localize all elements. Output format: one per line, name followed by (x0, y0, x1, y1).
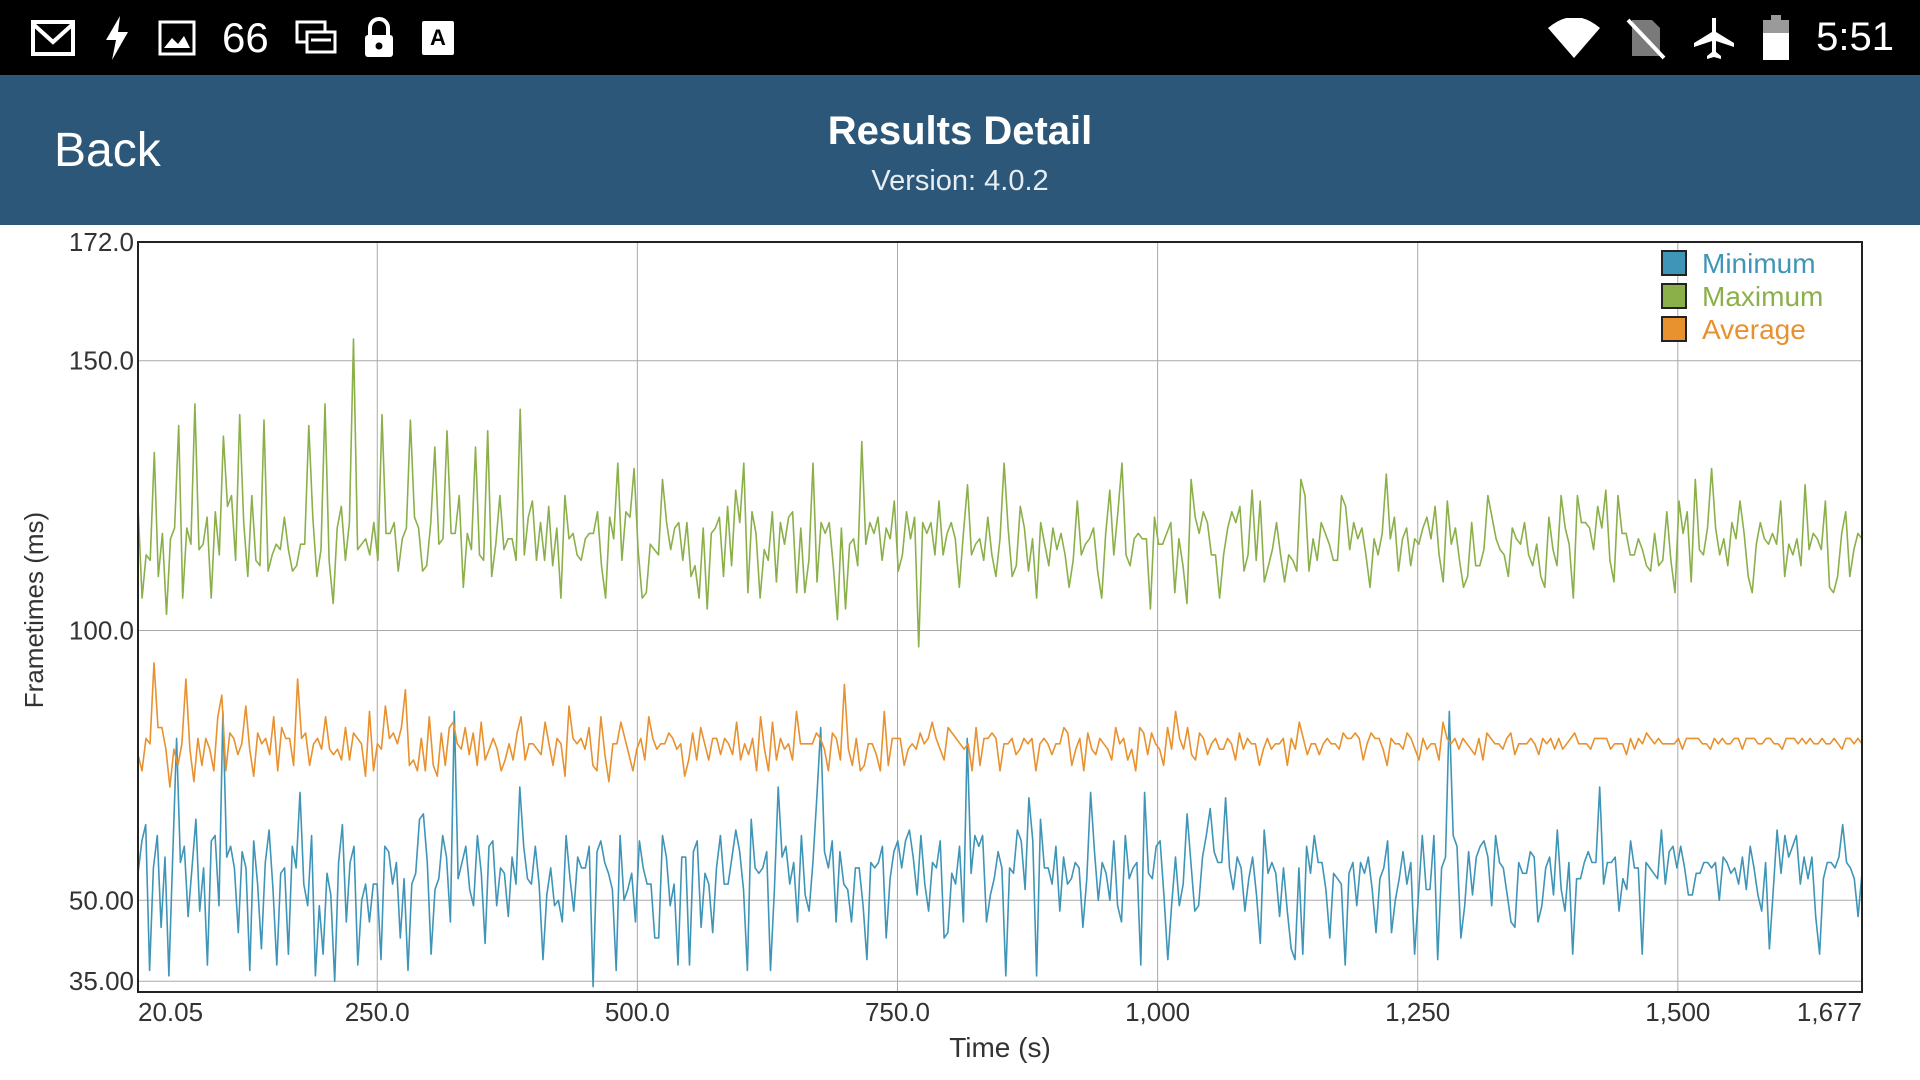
version-label: Version: 4.0.2 (871, 165, 1049, 197)
frametimes-chart: 172.0 150.0 100.0 50.00 35.00 20.05 250.0 500.… (19, 227, 1863, 1063)
plot-frame (137, 241, 1863, 993)
gmail-icon (31, 19, 75, 56)
legend-swatch-maximum (1661, 283, 1687, 309)
back-button[interactable]: Back (54, 123, 161, 177)
wifi-icon (1548, 17, 1601, 58)
status-bar: 66 A 5:51 (0, 0, 1920, 75)
y-tick-labels: 172.0 150.0 100.0 50.00 35.00 (69, 227, 134, 996)
battery-icon (1763, 14, 1790, 60)
status-right-icons: 5:51 (1548, 0, 1894, 75)
x-tick-label: 1,677 (1797, 997, 1862, 1027)
x-axis-label: Time (s) (949, 1032, 1051, 1063)
lock-icon (364, 16, 393, 57)
y-axis-label: Frametimes (ms) (19, 512, 49, 708)
y-tick-label: 172.0 (69, 227, 134, 257)
y-tick-label: 35.00 (69, 966, 134, 996)
x-tick-label: 20.05 (138, 997, 203, 1027)
cards-icon (295, 20, 337, 53)
no-sim-icon (1626, 18, 1666, 59)
series-line-maximum (137, 338, 1863, 648)
x-tick-labels: 20.05 250.0 500.0 750.0 1,000 1,250 1,500 1,677 (138, 997, 1862, 1027)
svg-text:A: A (430, 25, 446, 50)
page-title: Results Detail (827, 109, 1093, 153)
x-tick-label: 1,000 (1125, 997, 1190, 1027)
x-tick-label: 250.0 (345, 997, 410, 1027)
status-time: 5:51 (1816, 15, 1894, 59)
x-tick-label: 1,250 (1385, 997, 1450, 1027)
legend-label-minimum: Minimum (1702, 248, 1816, 279)
y-tick-label: 50.00 (69, 885, 134, 915)
y-tick-label: 150.0 (69, 346, 134, 376)
y-tick-label: 100.0 (69, 615, 134, 645)
notification-count: 66 (222, 13, 269, 61)
keyboard-a-icon: A (421, 20, 454, 55)
x-tick-label: 500.0 (605, 997, 670, 1027)
legend-label-maximum: Maximum (1702, 281, 1823, 312)
app-bar: Back Results Detail Version: 4.0.2 (0, 75, 1920, 225)
x-tick-label: 750.0 (865, 997, 930, 1027)
x-tick-label: 1,500 (1645, 997, 1710, 1027)
legend-swatch-average (1661, 316, 1687, 342)
airplane-icon (1694, 17, 1735, 59)
legend-label-average: Average (1702, 314, 1806, 345)
series-line-average (137, 662, 1863, 788)
legend-swatch-minimum (1661, 250, 1687, 276)
series-line-minimum (137, 710, 1863, 988)
image-icon (158, 20, 196, 55)
chart-series-lines (137, 338, 1863, 988)
lightning-icon (106, 15, 128, 60)
status-left-icons: 66 A (30, 0, 455, 75)
